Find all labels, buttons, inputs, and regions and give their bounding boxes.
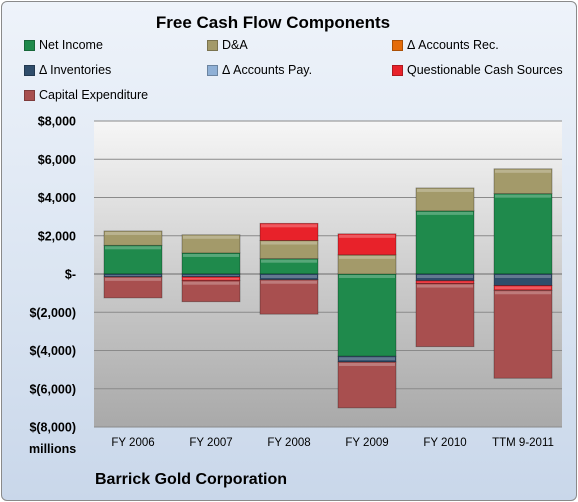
y-tick-label: $(8,000) (29, 421, 76, 435)
bar-highlight (495, 291, 551, 295)
bar-highlight (183, 277, 239, 280)
x-tick-label: FY 2009 (345, 437, 388, 449)
legend-label: Capital Expenditure (39, 88, 149, 102)
x-tick-label: FY 2010 (423, 437, 466, 449)
bar-segment (337, 361, 397, 409)
bar-highlight (339, 275, 395, 278)
legend-label: Δ Accounts Pay. (222, 63, 313, 77)
bar-highlight (261, 224, 317, 228)
bar-highlight (105, 246, 161, 250)
legend-item: Δ Inventories (24, 63, 111, 77)
bar-highlight (183, 275, 239, 276)
bar-highlight (183, 253, 239, 257)
legend-label: D&A (222, 38, 248, 52)
bar-highlight (339, 255, 395, 259)
x-tick-label: FY 2008 (267, 437, 310, 449)
legend-item: Δ Accounts Pay. (207, 63, 312, 77)
legend-swatch (207, 64, 218, 76)
bar-segment (493, 289, 553, 379)
legend-label: Net Income (39, 38, 103, 52)
bar-highlight (339, 234, 395, 238)
legend-item: Questionable Cash Sources (392, 63, 563, 77)
bar-highlight (183, 235, 239, 239)
legend-item: Capital Expenditure (24, 88, 148, 102)
y-tick-label: $(2,000) (29, 306, 76, 320)
legend-swatch (24, 39, 35, 51)
bar-segment (415, 283, 475, 348)
y-tick-label: $(4,000) (29, 344, 76, 358)
bar-highlight (261, 275, 317, 278)
x-tick-label: TTM 9-2011 (492, 437, 554, 449)
company-name: Barrick Gold Corporation (95, 471, 288, 488)
y-tick-label: $4,000 (38, 191, 76, 205)
bar-segment (103, 230, 163, 246)
y-tick-label: $(6,000) (29, 382, 76, 396)
bar-highlight (495, 194, 551, 198)
bar-segment (103, 276, 163, 299)
bar-highlight (339, 357, 395, 361)
bar-highlight (261, 280, 317, 284)
bar-highlight (417, 275, 473, 278)
bar-highlight (495, 286, 551, 290)
bar-segment (493, 168, 553, 195)
bar-segment (337, 273, 397, 357)
bar-highlight (105, 277, 161, 281)
chart-title: Free Cash Flow Components (155, 13, 391, 32)
legend-item: Δ Accounts Rec. (392, 38, 499, 52)
y-tick-label: $6,000 (38, 153, 76, 167)
legend-swatch (207, 39, 218, 51)
bar-segment (415, 210, 475, 275)
legend-swatch (24, 89, 35, 101)
bar-highlight (183, 281, 239, 285)
legend-item: D&A (207, 38, 248, 52)
chart-legend: Net Income D&A Δ Accounts Rec. Δ Inventorie… (0, 0, 578, 110)
y-tick-label: $2,000 (38, 229, 76, 243)
bar-segment (337, 233, 397, 256)
bar-highlight (417, 281, 473, 283)
legend-label: Questionable Cash Sources (407, 63, 563, 77)
x-tick-label: FY 2006 (111, 437, 154, 449)
bar-highlight (417, 211, 473, 215)
y-axis-units: millions (29, 442, 77, 456)
bar-highlight (495, 275, 551, 278)
bar-highlight (495, 169, 551, 173)
bar-highlight (417, 284, 473, 288)
legend-swatch (392, 39, 403, 51)
legend-label: Δ Inventories (39, 63, 112, 77)
bar-segment (181, 234, 241, 254)
bar-segment (259, 222, 319, 241)
bar-highlight (339, 362, 395, 366)
bar-highlight (417, 188, 473, 192)
bar-segment (181, 280, 241, 303)
bar-highlight (261, 259, 317, 263)
bar-segment (103, 244, 163, 275)
legend-item: Net Income (24, 38, 103, 52)
y-tick-label: $- (65, 268, 76, 282)
bar-segment (493, 193, 553, 275)
bar-segment (415, 187, 475, 212)
bar-segment (259, 279, 319, 315)
bar-highlight (105, 275, 161, 276)
bar-highlight (261, 241, 317, 245)
bar-segment (337, 355, 397, 363)
legend-swatch (24, 64, 35, 76)
bar-highlight (105, 231, 161, 235)
x-tick-label: FY 2007 (189, 437, 232, 449)
legend-swatch (392, 64, 403, 76)
legend-label: Δ Accounts Rec. (407, 38, 499, 52)
y-tick-label: $8,000 (38, 115, 76, 129)
